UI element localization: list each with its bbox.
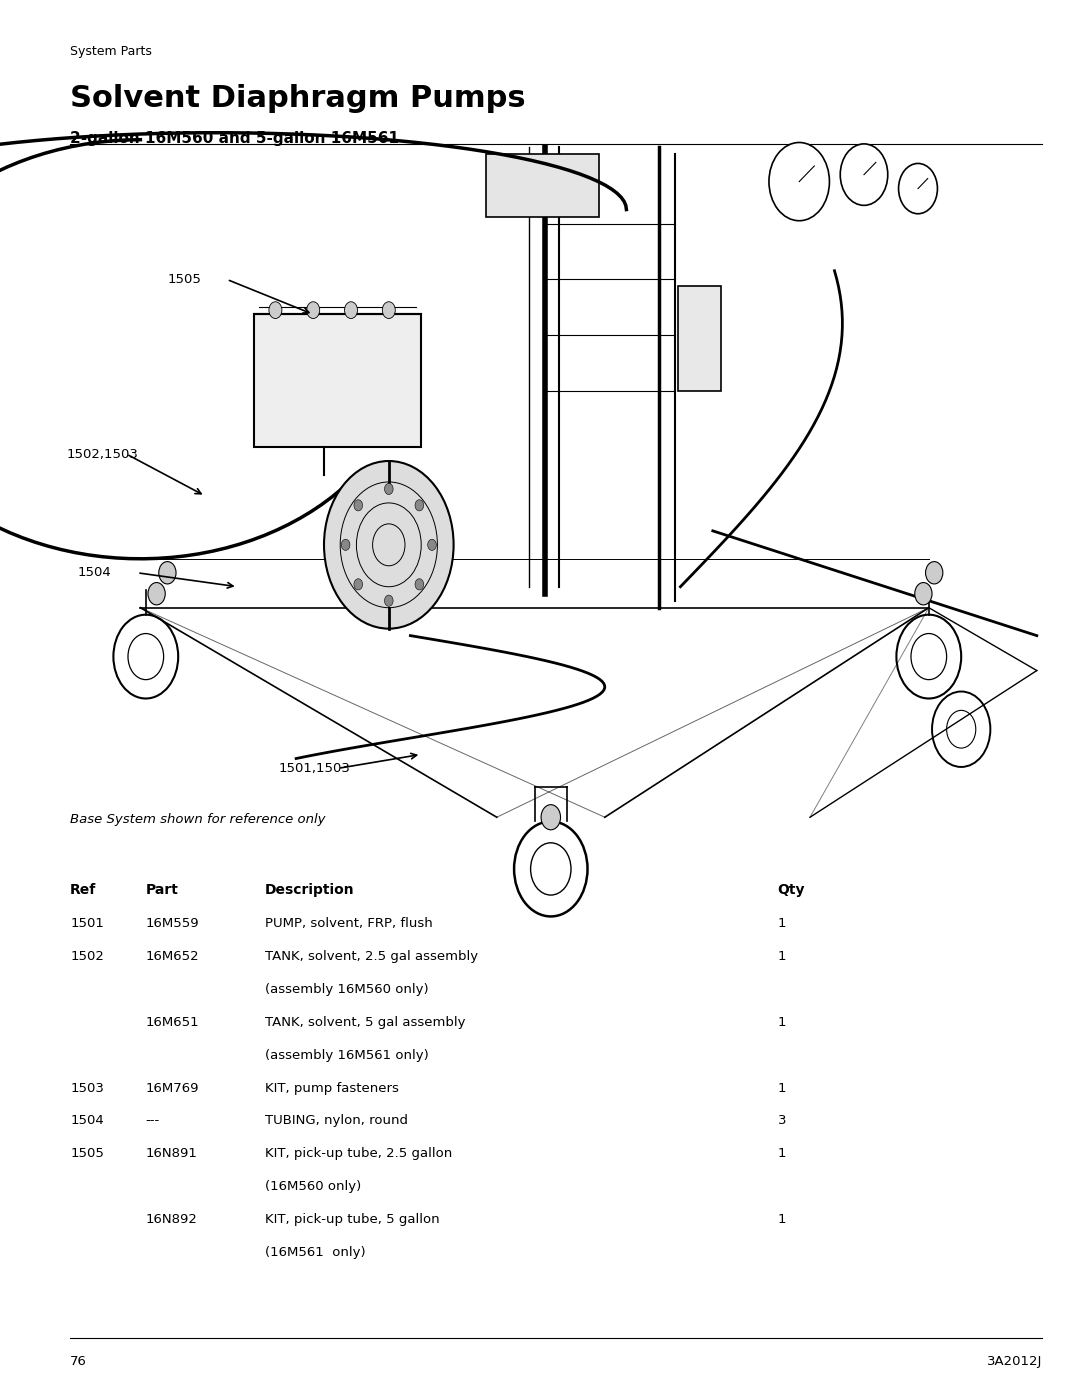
Text: TANK, solvent, 2.5 gal assembly: TANK, solvent, 2.5 gal assembly bbox=[265, 950, 477, 963]
Text: (16M561  only): (16M561 only) bbox=[265, 1246, 365, 1259]
Text: 1502: 1502 bbox=[70, 950, 104, 963]
Text: 16M651: 16M651 bbox=[146, 1016, 200, 1028]
FancyBboxPatch shape bbox=[678, 286, 721, 391]
Circle shape bbox=[148, 583, 165, 605]
Text: PUMP, solvent, FRP, flush: PUMP, solvent, FRP, flush bbox=[265, 918, 432, 930]
Text: 76: 76 bbox=[70, 1355, 87, 1368]
Text: 1504: 1504 bbox=[78, 566, 111, 580]
Circle shape bbox=[384, 483, 393, 495]
Circle shape bbox=[354, 578, 363, 590]
Circle shape bbox=[382, 302, 395, 319]
Text: 16M559: 16M559 bbox=[146, 918, 200, 930]
Circle shape bbox=[307, 302, 320, 319]
Text: Solvent Diaphragm Pumps: Solvent Diaphragm Pumps bbox=[70, 84, 526, 113]
Circle shape bbox=[384, 595, 393, 606]
Text: (assembly 16M560 only): (assembly 16M560 only) bbox=[265, 983, 429, 996]
Text: 16N892: 16N892 bbox=[146, 1213, 198, 1225]
FancyBboxPatch shape bbox=[254, 314, 421, 447]
Text: 1501: 1501 bbox=[70, 918, 104, 930]
Text: 1505: 1505 bbox=[167, 272, 201, 286]
Circle shape bbox=[915, 583, 932, 605]
Text: 3: 3 bbox=[778, 1115, 786, 1127]
Text: Qty: Qty bbox=[778, 883, 805, 897]
Circle shape bbox=[541, 805, 561, 830]
Text: 1505: 1505 bbox=[70, 1147, 104, 1160]
Text: (assembly 16M561 only): (assembly 16M561 only) bbox=[265, 1049, 429, 1062]
Text: KIT, pick-up tube, 5 gallon: KIT, pick-up tube, 5 gallon bbox=[265, 1213, 440, 1225]
Circle shape bbox=[769, 142, 829, 221]
Circle shape bbox=[354, 500, 363, 511]
Text: KIT, pump fasteners: KIT, pump fasteners bbox=[265, 1081, 399, 1094]
Text: 1: 1 bbox=[778, 950, 786, 963]
Text: TUBING, nylon, round: TUBING, nylon, round bbox=[265, 1115, 407, 1127]
Circle shape bbox=[899, 163, 937, 214]
Circle shape bbox=[345, 302, 357, 319]
Circle shape bbox=[415, 578, 423, 590]
Text: KIT, pick-up tube, 2.5 gallon: KIT, pick-up tube, 2.5 gallon bbox=[265, 1147, 451, 1160]
Text: Description: Description bbox=[265, 883, 354, 897]
Text: 1: 1 bbox=[778, 1147, 786, 1160]
Circle shape bbox=[840, 144, 888, 205]
Circle shape bbox=[159, 562, 176, 584]
Text: 1503: 1503 bbox=[70, 1081, 104, 1094]
Text: ---: --- bbox=[146, 1115, 160, 1127]
Circle shape bbox=[926, 562, 943, 584]
Text: (16M560 only): (16M560 only) bbox=[265, 1180, 361, 1193]
Text: 1502,1503: 1502,1503 bbox=[67, 447, 139, 461]
Text: 2-gallon 16M560 and 5-gallon 16M561: 2-gallon 16M560 and 5-gallon 16M561 bbox=[70, 131, 400, 147]
Circle shape bbox=[428, 539, 436, 550]
Text: 1: 1 bbox=[778, 1213, 786, 1225]
Text: 16M769: 16M769 bbox=[146, 1081, 200, 1094]
Text: Part: Part bbox=[146, 883, 178, 897]
Text: 16N891: 16N891 bbox=[146, 1147, 198, 1160]
Text: 1: 1 bbox=[778, 1081, 786, 1094]
Circle shape bbox=[415, 500, 423, 511]
FancyBboxPatch shape bbox=[486, 154, 599, 217]
Text: 1501,1503: 1501,1503 bbox=[279, 761, 351, 775]
Text: Ref: Ref bbox=[70, 883, 96, 897]
Text: 16M652: 16M652 bbox=[146, 950, 200, 963]
Text: 1: 1 bbox=[778, 918, 786, 930]
Circle shape bbox=[324, 461, 454, 629]
Circle shape bbox=[269, 302, 282, 319]
Text: 3A2012J: 3A2012J bbox=[987, 1355, 1042, 1368]
Text: System Parts: System Parts bbox=[70, 45, 152, 57]
Text: TANK, solvent, 5 gal assembly: TANK, solvent, 5 gal assembly bbox=[265, 1016, 465, 1028]
Circle shape bbox=[341, 539, 350, 550]
Text: 1: 1 bbox=[778, 1016, 786, 1028]
Text: 1504: 1504 bbox=[70, 1115, 104, 1127]
Text: Base System shown for reference only: Base System shown for reference only bbox=[70, 813, 326, 826]
